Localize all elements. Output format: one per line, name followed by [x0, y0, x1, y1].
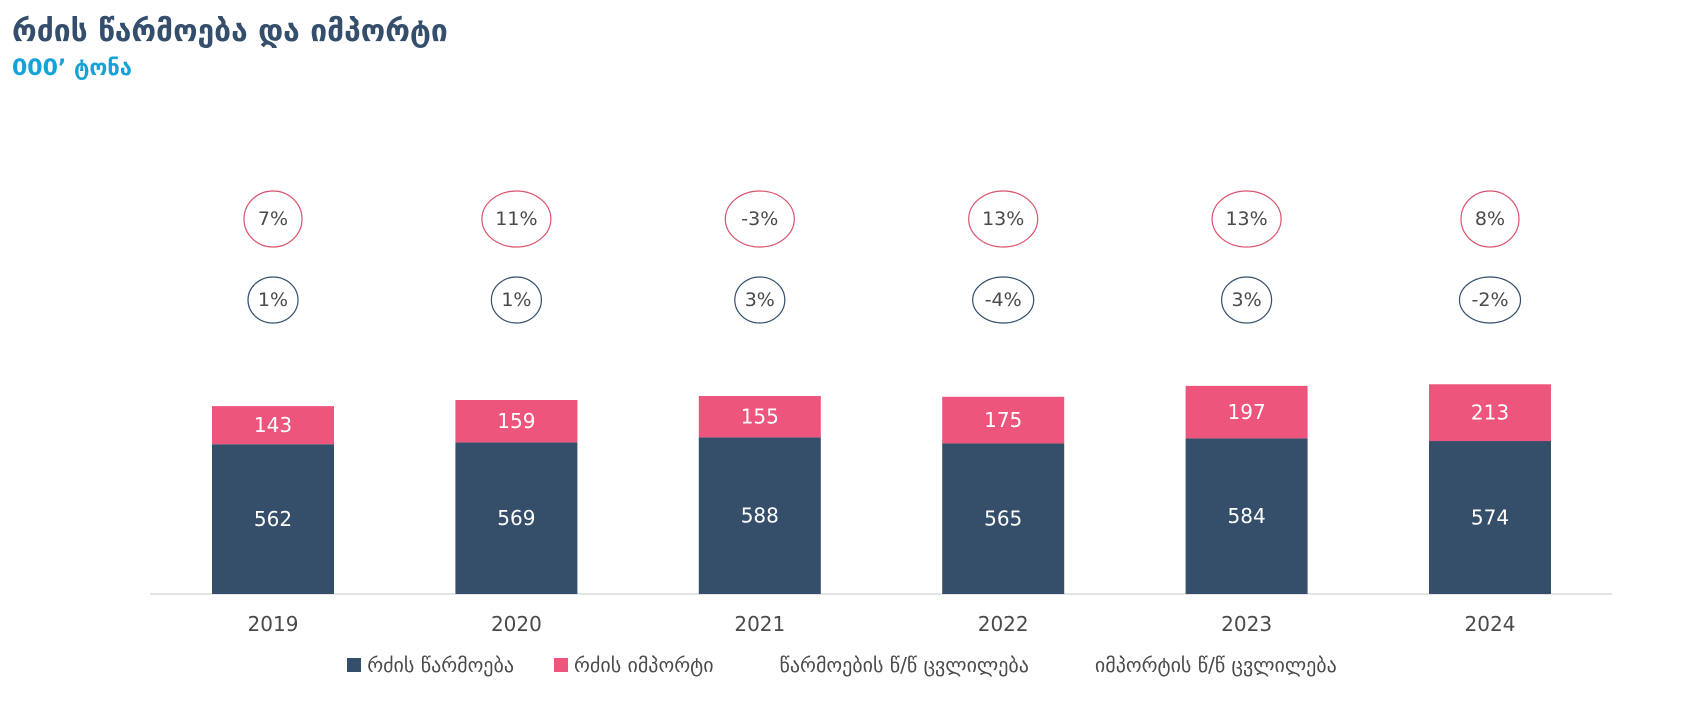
production-change-label-2022: -4% — [985, 289, 1022, 311]
x-tick-label-2019: 2019 — [248, 612, 299, 636]
x-tick-label-2021: 2021 — [734, 612, 785, 636]
production-change-label-2021: 3% — [745, 289, 775, 311]
production-change-label-2020: 1% — [501, 289, 531, 311]
data-label-production-2022: 565 — [984, 507, 1022, 531]
bar-production-2021 — [698, 437, 821, 594]
x-tick-label-2024: 2024 — [1465, 612, 1516, 636]
bar-import-2022 — [942, 396, 1065, 444]
production-change-label-2023: 3% — [1232, 289, 1262, 311]
x-tick-label-2023: 2023 — [1221, 612, 1272, 636]
data-label-import-2019: 143 — [254, 413, 292, 437]
chart-unit-subtitle: 000’ ტონა — [12, 56, 132, 81]
import-change-ring-2021 — [724, 190, 795, 248]
x-tick-label-2022: 2022 — [978, 612, 1029, 636]
import-change-label-2021: -3% — [741, 208, 778, 230]
bar-production-2019 — [212, 444, 334, 594]
import-change-label-2024: 8% — [1475, 208, 1505, 230]
bar-production-2023 — [1185, 438, 1308, 594]
production-change-ring-2020 — [490, 276, 543, 324]
data-label-production-2023: 584 — [1228, 504, 1266, 528]
import-change-label-2022: 13% — [982, 208, 1024, 230]
production-change-ring-2023 — [1220, 276, 1273, 324]
legend-swatch-production — [347, 658, 362, 672]
production-change-ring-2024 — [1458, 276, 1522, 324]
production-change-label-2019: 1% — [258, 289, 288, 311]
production-change-label-2024: -2% — [1472, 289, 1509, 311]
production-change-ring-2022 — [972, 276, 1035, 324]
production-change-ring-2019 — [247, 276, 299, 324]
legend-label-import-change: იმპორტის წ/წ ცვლილება — [1094, 653, 1337, 677]
bar-import-2020 — [455, 399, 578, 443]
data-label-import-2020: 159 — [497, 409, 535, 433]
import-change-ring-2022 — [968, 190, 1039, 248]
bar-production-2020 — [455, 442, 578, 594]
production-change-ring-2021 — [734, 276, 786, 324]
import-change-ring-2019 — [243, 190, 303, 248]
data-label-production-2019: 562 — [254, 507, 292, 531]
bar-import-2024 — [1429, 384, 1551, 442]
import-change-ring-2024 — [1460, 190, 1520, 248]
x-tick-label-2020: 2020 — [491, 612, 542, 636]
data-label-production-2020: 569 — [497, 506, 535, 530]
bar-production-2024 — [1429, 441, 1551, 594]
legend-swatch-import — [553, 658, 568, 672]
data-label-import-2022: 175 — [984, 408, 1022, 432]
import-change-label-2023: 13% — [1225, 208, 1267, 230]
legend-label-production-change: წარმოების წ/წ ცვლილება — [779, 653, 1029, 677]
data-label-import-2024: 213 — [1471, 401, 1509, 425]
data-label-import-2023: 197 — [1228, 400, 1266, 424]
legend-label-import: რძის იმპორტი — [573, 653, 714, 677]
data-label-production-2021: 588 — [741, 504, 779, 528]
legend-label-production: რძის წარმოება — [367, 653, 514, 677]
bar-import-2023 — [1185, 385, 1308, 439]
legend-item-production-change: წარმოების წ/წ ცვლილება — [780, 653, 1029, 677]
legend-item-import-change: იმპორტის წ/წ ცვლილება — [1095, 653, 1337, 677]
bar-import-2019 — [212, 406, 334, 445]
import-change-ring-2020 — [481, 190, 552, 248]
import-change-ring-2023 — [1211, 190, 1282, 248]
legend-item-import: რძის იმპორტი — [553, 653, 714, 677]
chart-title: რძის წარმოება და იმპორტი — [12, 14, 448, 49]
import-change-label-2019: 7% — [258, 208, 288, 230]
bar-import-2021 — [698, 395, 821, 438]
data-label-import-2021: 155 — [741, 405, 779, 429]
chart-legend: რძის წარმოება რძის იმპორტი წარმოების წ/წ… — [0, 650, 1684, 680]
bar-production-2022 — [942, 443, 1065, 594]
data-label-production-2024: 574 — [1471, 506, 1509, 530]
legend-item-production: რძის წარმოება — [347, 653, 514, 677]
import-change-label-2020: 11% — [495, 208, 537, 230]
